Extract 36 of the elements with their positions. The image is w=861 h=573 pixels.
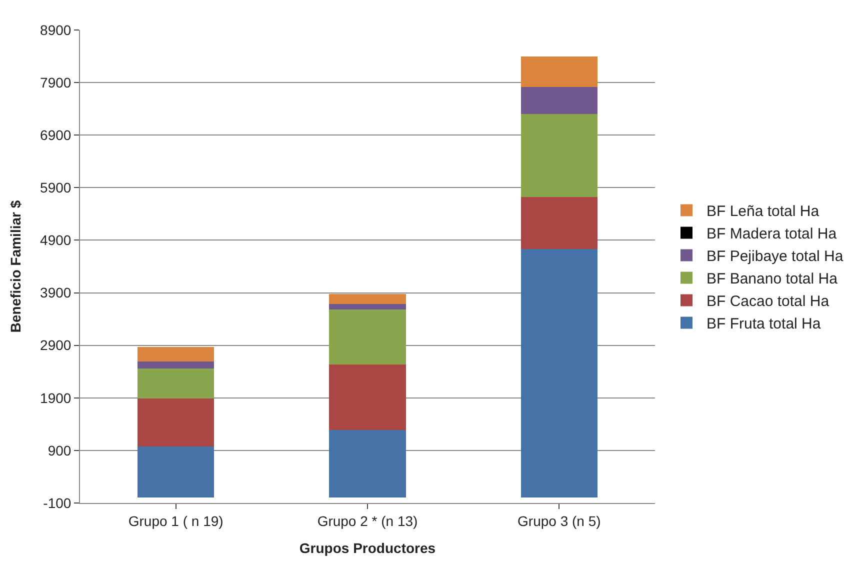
legend-label: BF Banano total Ha — [706, 270, 838, 288]
bar — [138, 398, 214, 446]
y-tick-label: 5900 — [40, 180, 72, 196]
bar — [138, 368, 214, 398]
y-tick-label: 8900 — [40, 22, 72, 38]
bar — [520, 56, 598, 88]
bar — [520, 114, 598, 197]
bar — [138, 347, 214, 362]
bar — [329, 304, 406, 310]
y-tick-label: -100 — [43, 494, 72, 511]
y-tick-label: 900 — [48, 442, 72, 458]
bar — [329, 294, 406, 304]
bar — [138, 362, 214, 369]
bar — [520, 196, 598, 250]
y-axis-title: Beneficio Familiar $ — [8, 200, 24, 333]
x-tick-label: Grupo 1 ( n 19) — [128, 512, 224, 529]
y-tick-label: 1900 — [40, 390, 72, 406]
legend-label: BF Madera total Ha — [706, 226, 838, 243]
y-tick-label: 2900 — [40, 337, 72, 354]
bar — [329, 364, 406, 430]
legend-label: BF Leña total Ha — [706, 203, 820, 220]
legend-label: BF Cacao total Ha — [706, 293, 830, 310]
x-axis-title: Grupos Productores — [299, 540, 436, 556]
y-tick-label: 6900 — [40, 127, 72, 144]
y-tick-label: 3900 — [40, 284, 72, 301]
bar — [329, 309, 406, 365]
bar — [138, 446, 214, 498]
bar — [520, 87, 598, 114]
x-tick-label: Grupo 2 * (n 13) — [317, 512, 418, 529]
bar — [329, 430, 406, 498]
legend-label: BF Pejibaye total Ha — [706, 248, 844, 266]
x-tick-label: Grupo 3 (n 5) — [518, 512, 601, 529]
y-tick-label: 7900 — [40, 74, 72, 90]
bar — [520, 249, 598, 498]
legend-label: BF Fruta total Ha — [706, 316, 822, 333]
y-tick-label: 4900 — [40, 232, 72, 248]
